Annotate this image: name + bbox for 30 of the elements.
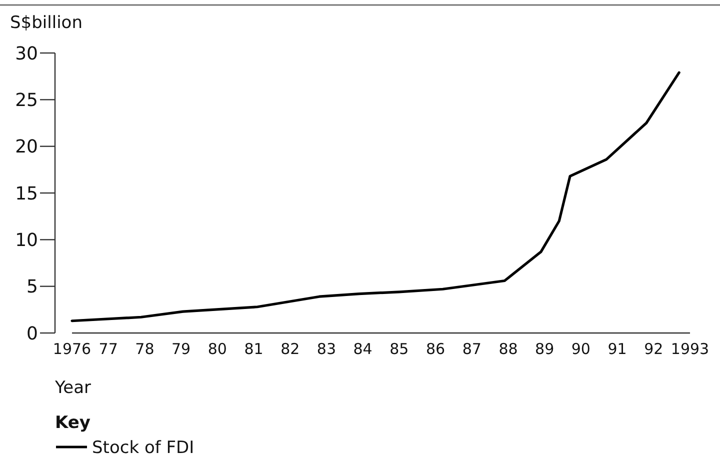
x-tick-label: 81 [244, 340, 264, 358]
y-axis-title: S$billion [10, 13, 82, 33]
x-tick-label: 88 [498, 340, 518, 358]
x-tick-label: 85 [390, 340, 409, 358]
x-tick-label: 87 [462, 340, 482, 358]
y-tick-label: 15 [15, 183, 38, 204]
x-tick-label: 90 [571, 340, 590, 358]
x-tick-label: 77 [98, 340, 118, 358]
y-tick-label: 25 [15, 90, 38, 111]
line-series [70, 71, 680, 322]
y-tick-label: 5 [26, 276, 38, 298]
y-tick-label: 30 [15, 43, 38, 64]
x-tick-label: 86 [426, 340, 446, 358]
y-tick-label: 20 [15, 136, 38, 158]
x-tick-label: 82 [280, 340, 300, 358]
x-tick-label: 1976 [52, 340, 92, 358]
x-tick-label: 84 [353, 340, 372, 358]
legend-label: Stock of FDI [92, 438, 194, 458]
x-tick-label: 83 [316, 340, 336, 358]
x-tick-label: 80 [208, 340, 227, 358]
x-axis-title: Year [54, 378, 92, 398]
x-tick-label: 78 [135, 340, 154, 358]
x-tick-label: 92 [644, 340, 664, 358]
legend-title: Key [55, 413, 90, 433]
x-tick-label: 89 [535, 340, 554, 358]
y-tick-label: 0 [26, 323, 38, 344]
y-tick-label: 10 [15, 230, 38, 251]
x-tick-label: 91 [608, 340, 627, 358]
x-tick-label: 1993 [670, 340, 710, 358]
x-tick-label: 79 [172, 340, 191, 358]
